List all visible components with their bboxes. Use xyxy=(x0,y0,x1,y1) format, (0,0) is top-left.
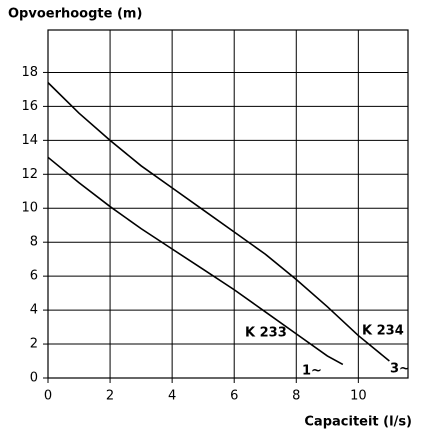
x-tick-label: 6 xyxy=(230,389,238,404)
y-tick-label: 18 xyxy=(21,65,38,80)
x-tick-label: 4 xyxy=(168,389,176,404)
y-tick-label: 4 xyxy=(30,303,38,318)
y-tick-label: 10 xyxy=(21,201,38,216)
y-tick-label: 14 xyxy=(21,133,38,148)
y-tick-label: 0 xyxy=(30,371,38,386)
annotation: 3~ xyxy=(390,362,410,377)
x-tick-label: 2 xyxy=(106,389,114,404)
curve xyxy=(47,156,344,366)
plot-frame xyxy=(47,29,409,379)
x-axis-label: Capaciteit (l/s) xyxy=(304,415,412,430)
y-tick-label: 12 xyxy=(21,167,38,182)
y-tick-label: 16 xyxy=(21,99,38,114)
y-tick-label: 2 xyxy=(30,337,38,352)
x-tick-label: 8 xyxy=(292,389,300,404)
y-tick-label: 6 xyxy=(30,269,38,284)
y-tick-label: 8 xyxy=(30,235,38,250)
x-tick-label: 10 xyxy=(350,389,367,404)
curve-label: K 233 xyxy=(245,326,287,341)
curve-label: K 234 xyxy=(362,324,404,339)
annotation: 1~ xyxy=(302,364,322,379)
curve xyxy=(47,82,390,362)
x-tick-label: 0 xyxy=(44,389,52,404)
y-axis-label: Opvoerhoogte (m) xyxy=(8,7,142,22)
